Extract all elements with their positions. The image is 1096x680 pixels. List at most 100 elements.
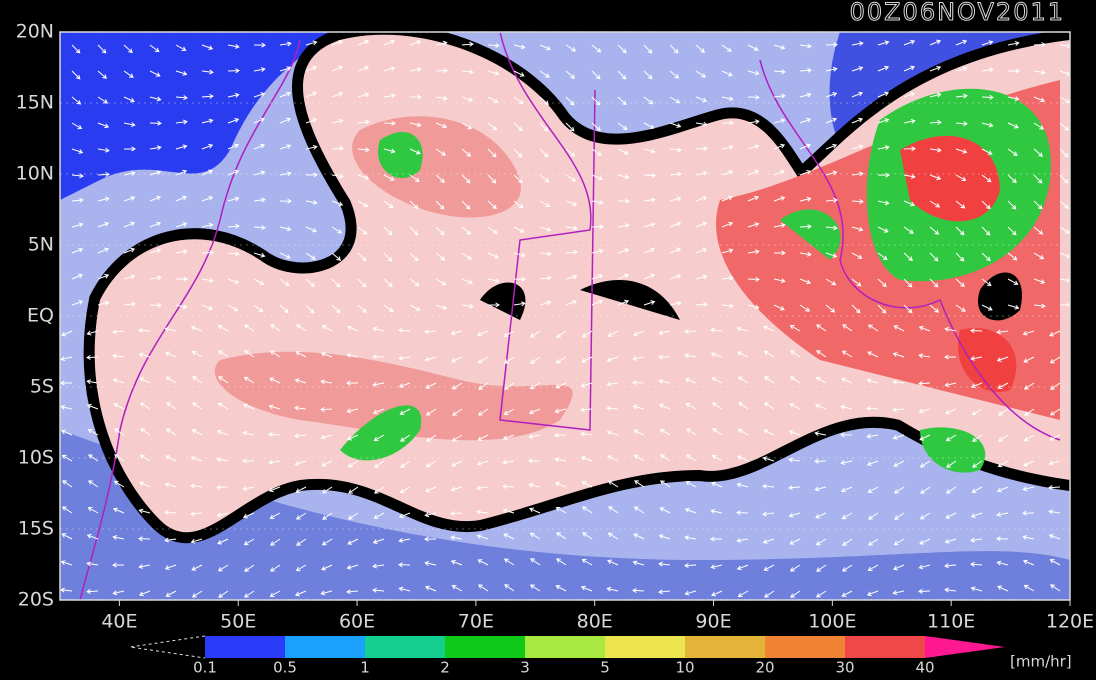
wind-arrow (487, 70, 500, 76)
wind-arrow (773, 196, 786, 202)
wind-arrow (97, 247, 110, 254)
wind-arrow (607, 480, 619, 488)
wind-arrow (554, 432, 567, 438)
wind-arrow (669, 70, 680, 79)
wind-arrow (773, 93, 786, 99)
wind-arrow (487, 122, 498, 131)
wind-arrow (86, 403, 99, 410)
wind-arrow (866, 460, 879, 467)
wind-arrow (762, 511, 775, 517)
wind-arrow (269, 590, 281, 597)
wind-arrow (539, 96, 549, 106)
wind-arrow (461, 122, 473, 130)
wind-arrow (721, 195, 734, 202)
wind-arrow (565, 225, 578, 231)
wind-arrow (321, 538, 333, 546)
wind-arrow (788, 457, 801, 463)
wind-arrow (112, 507, 125, 514)
wind-arrow (165, 351, 177, 358)
wind-arrow (944, 354, 957, 360)
wind-arrow (383, 174, 395, 181)
wind-arrow (347, 460, 359, 468)
wind-arrow (424, 356, 437, 362)
wind-arrow (1007, 174, 1017, 184)
wind-arrow (556, 330, 567, 338)
wind-arrow (643, 273, 656, 280)
wind-arrow (555, 585, 567, 592)
wind-arrow (269, 377, 281, 384)
wind-arrow (60, 404, 73, 410)
wind-arrow (695, 221, 708, 228)
wind-arrow (60, 356, 73, 362)
wind-arrow (476, 460, 489, 466)
wind-arrow (580, 431, 593, 437)
wind-arrow (270, 564, 281, 572)
wind-arrow (218, 590, 229, 598)
wind-arrow (487, 174, 497, 184)
wind-arrow (1033, 69, 1046, 75)
wind-arrow (190, 456, 203, 462)
wind-arrow (929, 200, 941, 208)
colorbar-unit: [mm/hr] (1010, 653, 1072, 671)
wind-arrow (88, 454, 99, 462)
wind-arrow (945, 434, 957, 442)
wind-arrow (539, 251, 552, 257)
wind-arrow (191, 429, 203, 436)
wind-arrow (175, 44, 187, 51)
wind-arrow (97, 221, 110, 228)
wind-arrow (305, 252, 316, 260)
wind-arrow (842, 538, 853, 546)
wind-arrow (502, 508, 515, 514)
wind-arrow (788, 430, 801, 436)
wind-arrow (997, 382, 1009, 389)
wind-arrow (606, 430, 619, 436)
lat-label: 5S (30, 376, 54, 398)
wind-arrow (799, 251, 812, 257)
wind-arrow (955, 200, 966, 209)
wind-arrow (253, 225, 266, 231)
wind-arrow (685, 481, 697, 488)
wind-arrow (1023, 584, 1035, 592)
wind-arrow (747, 44, 759, 51)
wind-arrow (867, 351, 879, 358)
wind-arrow (565, 148, 576, 157)
wind-arrow (331, 173, 344, 179)
wind-arrow (1023, 460, 1035, 467)
wind-arrow (435, 252, 446, 261)
wind-arrow (840, 432, 853, 438)
wind-arrow (461, 226, 471, 235)
wind-arrow (555, 382, 567, 389)
color-bin (765, 636, 845, 658)
wind-arrow (320, 379, 333, 385)
wind-arrow (877, 118, 890, 124)
wind-arrow (279, 91, 292, 98)
wind-arrow (71, 148, 84, 154)
wind-arrow (409, 304, 421, 311)
wind-arrow (400, 434, 411, 442)
wind-arrow (695, 170, 708, 176)
wind-arrow (398, 355, 411, 361)
wind-arrow (513, 70, 525, 77)
wind-arrow (643, 44, 653, 54)
wind-arrow (929, 147, 942, 153)
wind-arrow (892, 564, 905, 571)
wind-arrow (737, 351, 749, 358)
wind-arrow (97, 96, 109, 104)
wind-arrow (321, 486, 333, 494)
wind-arrow (695, 44, 705, 53)
wind-arrow (61, 533, 73, 540)
wind-arrow (242, 430, 255, 436)
wind-arrow (279, 252, 291, 259)
wind-arrow (659, 428, 671, 436)
wind-arrow (893, 486, 905, 494)
wind-arrow (114, 454, 125, 462)
wind-arrow (97, 172, 110, 178)
wind-arrow (1033, 42, 1046, 48)
wind-arrow (398, 537, 411, 543)
wind-arrow (773, 169, 786, 176)
wind-arrow (191, 350, 203, 358)
wind-arrow (138, 352, 151, 358)
wind-arrow (201, 277, 214, 283)
wind-arrow (270, 538, 281, 546)
wind-arrow (903, 252, 913, 262)
